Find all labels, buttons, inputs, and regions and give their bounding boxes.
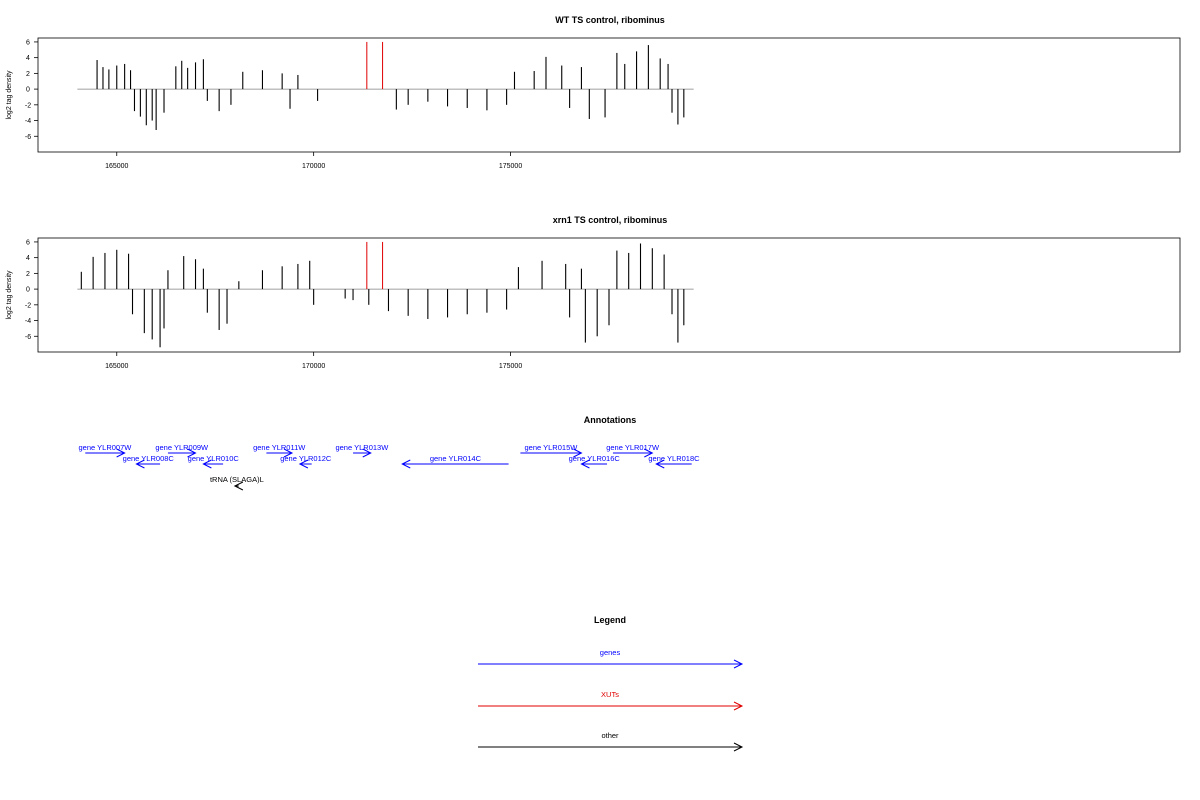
annotation-arrow xyxy=(202,459,224,469)
annotation-label: gene YLR007W xyxy=(79,443,133,452)
legend-panel: Legend genes XUTs other xyxy=(478,615,744,752)
legend-arrow xyxy=(478,659,744,669)
arrow-head xyxy=(733,659,744,669)
y-tick-label: 6 xyxy=(26,239,30,246)
x-tick-label: 175000 xyxy=(499,163,522,170)
annotation-label: gene YLR015W xyxy=(525,443,579,452)
plot-frame xyxy=(37,237,1181,353)
arrow-head xyxy=(655,459,665,469)
y-tick-label: -2 xyxy=(25,102,31,109)
y-tick-label: -6 xyxy=(25,334,31,341)
annotation-track: gene YLR007W gene YLR008C gene YLR009W gene… xyxy=(79,443,700,491)
annotation-label: gene YLR013W xyxy=(335,443,389,452)
xut-marker-group xyxy=(366,41,384,90)
annotation-arrow xyxy=(353,448,372,458)
arrow-head xyxy=(733,701,744,711)
annotation-arrow xyxy=(655,459,692,469)
arrow-head xyxy=(116,448,126,458)
legend-label: XUTs xyxy=(601,690,619,699)
y-tick-label: -4 xyxy=(25,318,31,325)
annotation-label: gene YLR010C xyxy=(188,454,240,463)
annotation-label: gene YLR008C xyxy=(123,454,175,463)
annotation-arrow xyxy=(298,459,312,469)
arrow-head xyxy=(298,459,309,469)
x-tick-label: 170000 xyxy=(302,363,325,370)
y-tick-label: 2 xyxy=(26,71,30,78)
annotation-label: gene YLR014C xyxy=(430,454,482,463)
y-tick-label: -6 xyxy=(25,134,31,141)
legend-track: genes XUTs other xyxy=(478,648,744,752)
bar-group xyxy=(77,243,694,348)
y-tick-label: 0 xyxy=(26,287,30,294)
arrow-head xyxy=(573,448,583,458)
annotation-label: gene YLR012C xyxy=(280,454,332,463)
y-tick-label: 2 xyxy=(26,271,30,278)
y-tick-label: 6 xyxy=(26,39,30,46)
annotation-label: gene YLR016C xyxy=(569,454,621,463)
y-tick-label: -2 xyxy=(25,302,31,309)
bar-group xyxy=(77,45,694,130)
wt-density-panel: WT TS control, ribominus log2 tag densit… xyxy=(6,15,1181,170)
annotation-label: gene YLR018C xyxy=(648,454,700,463)
annotation-arrow xyxy=(580,459,608,469)
annotation-arrow xyxy=(135,459,161,469)
y-tick-group: 6 4 2 0 -2 -4 -6 xyxy=(25,39,38,141)
plot-frame xyxy=(37,37,1181,153)
arrow-head xyxy=(401,459,411,469)
legend-arrow xyxy=(478,742,744,752)
arrow-head xyxy=(362,448,372,458)
annotation-label: gene YLR011W xyxy=(253,443,306,452)
arrow-head xyxy=(202,459,212,469)
arrow-head xyxy=(135,459,145,469)
x-tick-label: 170000 xyxy=(302,163,325,170)
annotation-arrow xyxy=(401,459,509,469)
xrn1-density-panel: xrn1 TS control, ribominus log2 tag dens… xyxy=(6,215,1181,370)
panel-title: WT TS control, ribominus xyxy=(555,15,665,25)
y-tick-label: 0 xyxy=(26,87,30,94)
legend-title: Legend xyxy=(594,615,626,625)
arrow-head xyxy=(233,481,244,491)
y-tick-label: -4 xyxy=(25,118,31,125)
annotation-label: gene YLR009W xyxy=(155,443,209,452)
y-tick-label: 4 xyxy=(26,255,30,262)
x-tick-label: 165000 xyxy=(105,363,128,370)
legend-arrow xyxy=(478,701,744,711)
annotation-label: gene YLR017W xyxy=(606,443,660,452)
legend-label: other xyxy=(601,731,619,740)
x-tick-group: 165000 170000 175000 xyxy=(105,352,522,370)
arrow-head xyxy=(580,459,590,469)
x-tick-label: 175000 xyxy=(499,363,522,370)
xut-marker-group xyxy=(366,241,384,290)
arrow-head xyxy=(283,448,294,458)
annotation-label: tRNA (SLAGA)L xyxy=(210,475,264,484)
annotation-arrow xyxy=(612,448,654,458)
y-tick-group: 6 4 2 0 -2 -4 -6 xyxy=(25,239,38,341)
arrow-head xyxy=(733,742,744,752)
annotations-title: Annotations xyxy=(584,415,637,425)
x-tick-label: 165000 xyxy=(105,163,128,170)
panel-title: xrn1 TS control, ribominus xyxy=(553,215,668,225)
annotation-arrow xyxy=(266,448,294,458)
arrow-head xyxy=(187,448,197,458)
y-axis-label: log2 tag density xyxy=(6,70,13,120)
y-axis-label: log2 tag density xyxy=(6,270,13,320)
annotation-arrow xyxy=(167,448,197,458)
legend-label: genes xyxy=(600,648,621,657)
annotation-arrow xyxy=(85,448,126,458)
annotation-arrow xyxy=(233,481,244,491)
y-tick-label: 4 xyxy=(26,55,30,62)
annotation-arrow xyxy=(520,448,583,458)
arrow-head xyxy=(644,448,654,458)
x-tick-group: 165000 170000 175000 xyxy=(105,152,522,170)
